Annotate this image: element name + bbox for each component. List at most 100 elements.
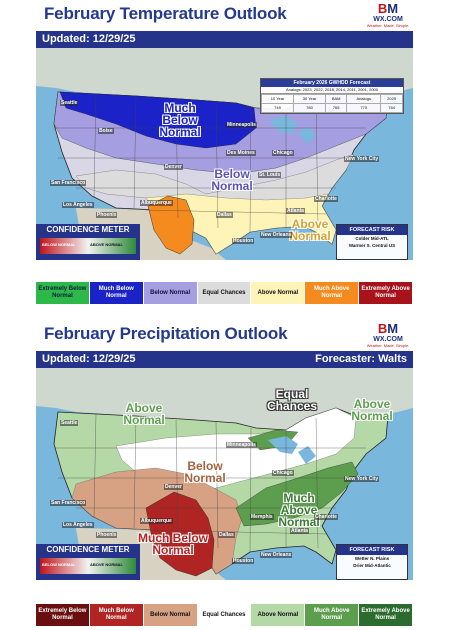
city-label: Albuquerque bbox=[140, 200, 173, 206]
below-normal-label: Below Normal bbox=[211, 167, 253, 193]
forecast-risk-title: FORECAST RISK bbox=[337, 545, 407, 555]
city-label: Los Angeles bbox=[62, 202, 94, 208]
city-label: Chicago bbox=[272, 150, 294, 156]
temperature-updated-bar: Updated: 12/29/25 bbox=[36, 31, 413, 48]
temperature-confidence-meter: CONFIDENCE METER BELOW NORMAL ABOVE NORM… bbox=[36, 224, 140, 260]
city-label: Denver bbox=[164, 484, 183, 490]
legend-cell: Extremely Above Normal bbox=[359, 282, 414, 304]
confidence-meter-title: CONFIDENCE METER bbox=[46, 225, 130, 234]
legend-cell: Below Normal bbox=[143, 282, 198, 304]
city-label: Atlanta bbox=[290, 528, 309, 534]
forecast-risk-line: Warmer S. Central US bbox=[348, 243, 396, 248]
city-label: Seattle bbox=[60, 100, 79, 106]
precipitation-updated-date: Updated: 12/29/25 bbox=[42, 353, 136, 365]
city-label: Houston bbox=[232, 238, 255, 244]
gwhdd-forecast-table: February 2026 GWHDD Forecast Analogs: 20… bbox=[260, 78, 404, 114]
gwhdd-value: 765 bbox=[325, 103, 348, 113]
confidence-below-label: BELOW NORMAL bbox=[42, 562, 76, 567]
precipitation-confidence-meter: CONFIDENCE METER BELOW NORMAL ABOVE NORM… bbox=[36, 544, 140, 580]
city-label: Phoenix bbox=[96, 212, 118, 218]
much-below-normal-label: Much Below Normal bbox=[159, 101, 201, 139]
precipitation-forecast-risk: FORECAST RISK Wetter N. Plains Drier Mid… bbox=[336, 544, 408, 580]
city-label: San Francisco bbox=[50, 180, 87, 186]
much-above-normal-label: Much Above Normal bbox=[278, 491, 320, 529]
forecast-risk-line: Colder Mid-ATL bbox=[355, 236, 389, 241]
much-below-normal-region bbox=[145, 491, 215, 577]
much-below-normal-label: Much Below Normal bbox=[138, 531, 209, 557]
confidence-below-label: BELOW NORMAL bbox=[42, 242, 76, 247]
city-label: New Orleans bbox=[260, 232, 293, 238]
legend-cell: Equal Chances bbox=[197, 282, 252, 304]
city-label: Dallas bbox=[216, 212, 233, 218]
city-label: Boise bbox=[98, 128, 114, 134]
city-label: Dallas bbox=[218, 532, 235, 538]
gwhdd-value: 780 bbox=[293, 103, 327, 113]
city-label: New Orleans bbox=[260, 552, 293, 558]
city-label: Charlotte bbox=[314, 196, 338, 202]
temperature-outlook-panel: February Temperature Outlook BM WX.COM W… bbox=[0, 0, 450, 313]
city-label: Charlotte bbox=[314, 514, 338, 520]
confidence-above-label: ABOVE NORMAL bbox=[90, 562, 123, 567]
legend-cell: Equal Chances bbox=[197, 604, 252, 626]
above-normal-label: Above Normal bbox=[289, 217, 331, 243]
legend-cell: Much Below Normal bbox=[89, 282, 144, 304]
great-lakes-east bbox=[298, 446, 316, 464]
legend-cell: Much Above Normal bbox=[305, 282, 360, 304]
gwhdd-value: 749 bbox=[260, 103, 295, 113]
city-label: San Francisco bbox=[50, 500, 87, 506]
confidence-meter-bar bbox=[40, 238, 136, 254]
city-label: New York City bbox=[344, 156, 380, 162]
gwhdd-header: 2025 bbox=[380, 94, 403, 104]
temperature-legend: Extremely Below Normal Much Below Normal… bbox=[36, 282, 414, 304]
city-label: Seattle bbox=[60, 420, 79, 426]
much-above-normal-region bbox=[147, 195, 195, 255]
gwhdd-value: 784 bbox=[380, 103, 403, 113]
legend-cell: Much Above Normal bbox=[305, 604, 360, 626]
legend-cell: Much Below Normal bbox=[89, 604, 144, 626]
great-lakes-east bbox=[298, 126, 316, 144]
bam-wx-logo: BM WX.COM Weather. Made. Simple. bbox=[366, 1, 410, 29]
city-label: Los Angeles bbox=[62, 522, 94, 528]
confidence-meter-bar bbox=[40, 558, 136, 574]
city-label: Memphis bbox=[250, 514, 274, 520]
gwhdd-header: Analogs bbox=[346, 94, 382, 104]
temperature-updated-date: Updated: 12/29/25 bbox=[42, 33, 136, 45]
city-label: Phoenix bbox=[96, 532, 118, 538]
precipitation-outlook-panel: February Precipitation Outlook BM WX.COM… bbox=[0, 320, 450, 630]
above-normal-northeast-label: Above Normal bbox=[351, 397, 393, 423]
gwhdd-value: 770 bbox=[346, 103, 382, 113]
state-borders bbox=[54, 413, 366, 553]
legend-cell: Extremely Above Normal bbox=[359, 604, 414, 626]
forecast-risk-line: Drier Mid-Atlantic bbox=[353, 563, 391, 568]
gwhdd-table: 10 Year 30 Year BAM Analogs 2025 749 780… bbox=[260, 94, 403, 113]
gwhdd-analogs: Analogs: 2023, 2022, 2018, 2014, 2011, 2… bbox=[261, 87, 403, 94]
gwhdd-header: 30 Year bbox=[293, 94, 327, 104]
temperature-title: February Temperature Outlook bbox=[44, 4, 287, 23]
bam-wx-logo: BM WX.COM Weather. Made. Simple. bbox=[366, 321, 410, 349]
forecast-risk-line: Wetter N. Plains bbox=[354, 556, 390, 561]
above-normal-west-label: Above Normal bbox=[123, 401, 165, 427]
city-label: Denver bbox=[164, 164, 183, 170]
forecast-risk-title: FORECAST RISK bbox=[337, 225, 407, 235]
legend-cell: Above Normal bbox=[251, 282, 306, 304]
much-below-normal-region bbox=[59, 91, 257, 149]
legend-cell: Above Normal bbox=[251, 604, 306, 626]
temperature-map: Much Below Normal Below Normal Above Nor… bbox=[36, 48, 413, 260]
canada-land bbox=[36, 48, 413, 110]
below-normal-label: Below Normal bbox=[184, 459, 226, 485]
city-label: Houston bbox=[232, 558, 255, 564]
gwhdd-header: BAM bbox=[325, 94, 348, 104]
legend-cell: Extremely Below Normal bbox=[36, 604, 90, 626]
city-label: Albuquerque bbox=[140, 518, 173, 524]
legend-cell: Extremely Below Normal bbox=[36, 282, 90, 304]
precipitation-updated-bar: Updated: 12/29/25 Forecaster: Walts bbox=[36, 351, 413, 368]
precipitation-legend: Extremely Below Normal Much Below Normal… bbox=[36, 604, 414, 626]
city-label: Des Moines bbox=[226, 150, 256, 156]
temperature-forecast-risk: FORECAST RISK Colder Mid-ATL Warmer S. C… bbox=[336, 224, 408, 260]
confidence-above-label: ABOVE NORMAL bbox=[90, 242, 123, 247]
canada-land bbox=[36, 368, 413, 430]
city-label: Atlanta bbox=[286, 208, 305, 214]
precipitation-map: Above Normal Equal Chances Above Normal … bbox=[36, 368, 413, 580]
precipitation-title: February Precipitation Outlook bbox=[44, 324, 288, 343]
legend-cell: Below Normal bbox=[143, 604, 198, 626]
